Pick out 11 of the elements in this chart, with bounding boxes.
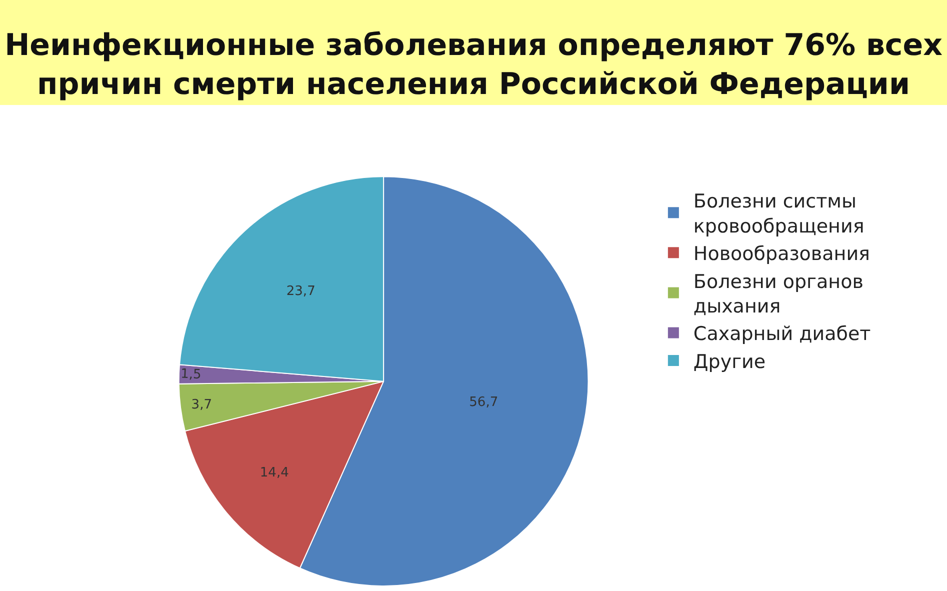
chart-title: Неинфекционные заболевания определяют 76% всех причин смерти населения Российской Федерации [4,28,942,102]
legend-label: Новообразования [693,243,870,266]
legend-label: Болезни систмы кровообращения [693,190,864,238]
data-label: 14,4 [260,465,289,480]
data-label: 1,5 [180,366,202,383]
data-label: 23,7 [286,284,316,300]
legend-label: Сахарный диабет [693,323,871,346]
legend-label: Болезни органов дыхания [693,270,864,318]
data-label: 56,7 [469,395,498,410]
data-label: 3,7 [191,397,212,412]
legend-label: Другие [693,350,766,373]
